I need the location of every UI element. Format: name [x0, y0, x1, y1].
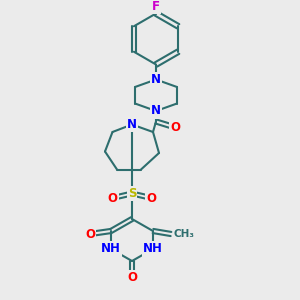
- Text: F: F: [152, 0, 160, 13]
- Text: NH: NH: [101, 242, 121, 256]
- Text: N: N: [127, 118, 137, 131]
- Text: O: O: [170, 121, 181, 134]
- Text: NH: NH: [143, 242, 163, 256]
- Text: N: N: [151, 73, 161, 86]
- Text: N: N: [151, 104, 161, 118]
- Text: O: O: [85, 227, 95, 241]
- Text: S: S: [128, 187, 136, 200]
- Text: O: O: [107, 191, 118, 205]
- Text: O: O: [127, 271, 137, 284]
- Text: CH₃: CH₃: [174, 229, 195, 239]
- Text: O: O: [146, 191, 157, 205]
